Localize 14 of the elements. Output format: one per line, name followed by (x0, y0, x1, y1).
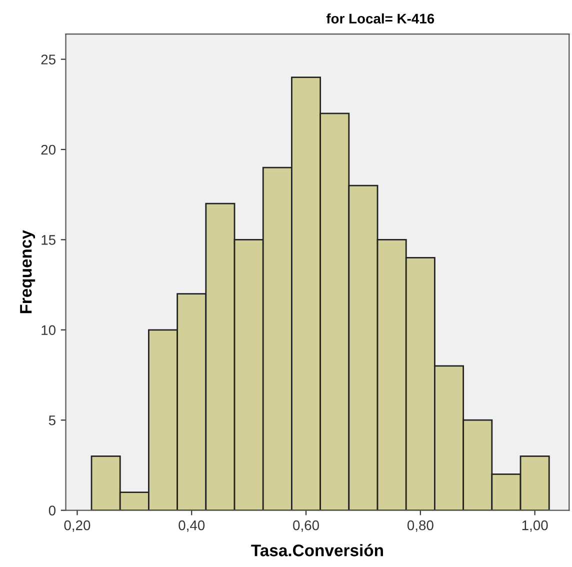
y-tick-label: 5 (48, 416, 56, 426)
y-tick-label: 15 (42, 235, 56, 245)
x-axis-title: Tasa.Conversión (251, 544, 383, 556)
x-tick-label: 0,20 (64, 520, 90, 532)
y-tick-label: 10 (42, 325, 56, 336)
y-tick-label: 20 (41, 144, 56, 155)
x-tick-label: 0,60 (293, 520, 319, 532)
y-axis-title: Frequency (20, 230, 36, 314)
y-tick-label: 25 (41, 54, 56, 64)
x-tick-label: 0,40 (178, 520, 205, 532)
x-tick-label: 0,80 (407, 520, 434, 532)
x-tick-label: 1,00 (522, 520, 548, 532)
y-tick-label: 0 (48, 506, 56, 516)
chart-title: for Local= K-416 (326, 13, 434, 24)
